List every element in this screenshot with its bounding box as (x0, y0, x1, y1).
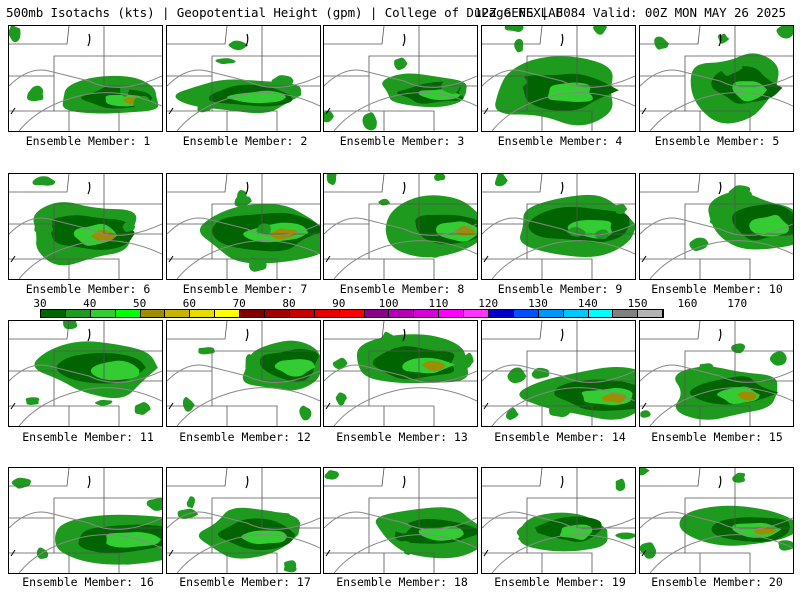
ensemble-member-label: Ensemble Member: 5 (654, 134, 780, 148)
ensemble-panel-16 (8, 467, 163, 574)
ensemble-member-label: Ensemble Member: 4 (497, 134, 623, 148)
ensemble-panel-17 (166, 467, 321, 574)
legend-swatch (190, 310, 216, 317)
run-valid-time: 12Z GEFS | F084 Valid: 00Z MON MAY 26 20… (474, 5, 786, 20)
legend-tick-label: 60 (182, 297, 197, 310)
ensemble-panel-12 (166, 320, 321, 427)
legend-tick-label: 90 (332, 297, 346, 310)
ensemble-member-label: Ensemble Member: 9 (497, 282, 623, 296)
legend-swatch (464, 310, 490, 317)
legend-tick-label: 110 (428, 297, 449, 310)
ensemble-member-label: Ensemble Member: 16 (22, 575, 154, 589)
legend-tick-label: 170 (727, 297, 748, 310)
legend-left-arrow (32, 309, 40, 317)
ensemble-panel-5 (639, 25, 794, 132)
ensemble-member-label: Ensemble Member: 2 (182, 134, 308, 148)
map-title: 500mb Isotachs (kts) | Geopotential Heig… (6, 5, 563, 20)
ensemble-panel-19 (481, 467, 636, 574)
legend-tick-label: 140 (577, 297, 598, 310)
legend-swatch (389, 310, 415, 317)
legend-right-arrow (664, 309, 673, 317)
legend-tick-label: 80 (282, 297, 296, 310)
ensemble-panel-7 (166, 173, 321, 280)
ensemble-panel-15 (639, 320, 794, 427)
legend-swatch (638, 310, 664, 317)
legend-swatch (538, 310, 564, 317)
legend-swatch (115, 310, 141, 317)
legend-tick-label: 130 (528, 297, 548, 310)
ensemble-panel-6 (8, 173, 163, 280)
ensemble-panel-8 (323, 173, 478, 280)
ensemble-member-label: Ensemble Member: 19 (494, 575, 626, 589)
ensemble-panel-20 (639, 467, 794, 574)
legend-tick-label: 100 (378, 297, 399, 310)
legend-swatch (439, 310, 465, 317)
ensemble-panel-4 (481, 25, 636, 132)
legend-tick-label: 50 (132, 297, 147, 310)
legend-tick-label: 70 (232, 297, 246, 310)
ensemble-panel-3 (323, 25, 478, 132)
ensemble-member-label: Ensemble Member: 10 (651, 282, 783, 296)
legend-tick-label: 40 (83, 297, 97, 310)
legend-swatch (414, 310, 440, 317)
ensemble-member-label: Ensemble Member: 15 (651, 430, 783, 444)
legend-swatch (41, 310, 66, 317)
legend-swatch (588, 310, 614, 317)
ensemble-member-label: Ensemble Member: 3 (339, 134, 465, 148)
legend-swatch (489, 310, 514, 317)
legend-tick-label: 120 (478, 297, 499, 310)
legend-swatch (165, 310, 191, 317)
ensemble-member-label: Ensemble Member: 1 (25, 134, 151, 148)
ensemble-member-label: Ensemble Member: 7 (182, 282, 308, 296)
legend-swatch (364, 310, 390, 317)
legend-tick-label: 160 (677, 297, 698, 310)
ensemble-panel-10 (639, 173, 794, 280)
legend-tick-label: 150 (627, 297, 648, 310)
legend-swatch (563, 310, 589, 317)
legend-swatch (65, 310, 91, 317)
ensemble-panel-18 (323, 467, 478, 574)
ensemble-member-label: Ensemble Member: 8 (339, 282, 465, 296)
ensemble-member-label: Ensemble Member: 12 (179, 430, 311, 444)
ensemble-member-label: Ensemble Member: 20 (651, 575, 783, 589)
legend-swatch (215, 310, 241, 317)
ensemble-panel-2 (166, 25, 321, 132)
ensemble-member-label: Ensemble Member: 13 (336, 430, 468, 444)
isotach-color-legend (40, 309, 665, 318)
ensemble-member-label: Ensemble Member: 6 (25, 282, 151, 296)
legend-swatch (265, 310, 290, 317)
legend-swatch (240, 310, 266, 317)
legend-tick-label: 30 (33, 297, 47, 310)
ensemble-panel-11 (8, 320, 163, 427)
ensemble-member-label: Ensemble Member: 11 (22, 430, 154, 444)
ensemble-panel-9 (481, 173, 636, 280)
legend-swatch (513, 310, 539, 317)
ensemble-panel-14 (481, 320, 636, 427)
legend-swatch (613, 310, 639, 317)
ensemble-panel-1 (8, 25, 163, 132)
legend-swatch (289, 310, 315, 317)
ensemble-member-label: Ensemble Member: 18 (336, 575, 468, 589)
ensemble-panel-13 (323, 320, 478, 427)
ensemble-member-label: Ensemble Member: 14 (494, 430, 626, 444)
legend-swatch (90, 310, 116, 317)
ensemble-member-label: Ensemble Member: 17 (179, 575, 311, 589)
legend-swatch (140, 310, 166, 317)
legend-swatch (314, 310, 340, 317)
legend-swatch (339, 310, 365, 317)
